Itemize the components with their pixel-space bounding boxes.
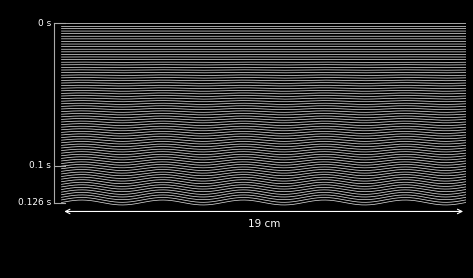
Text: 0 s: 0 s [37, 19, 51, 28]
Text: 19 cm: 19 cm [247, 219, 280, 229]
Text: 0.1 s: 0.1 s [29, 161, 51, 170]
Text: 0.126 s: 0.126 s [18, 198, 51, 207]
